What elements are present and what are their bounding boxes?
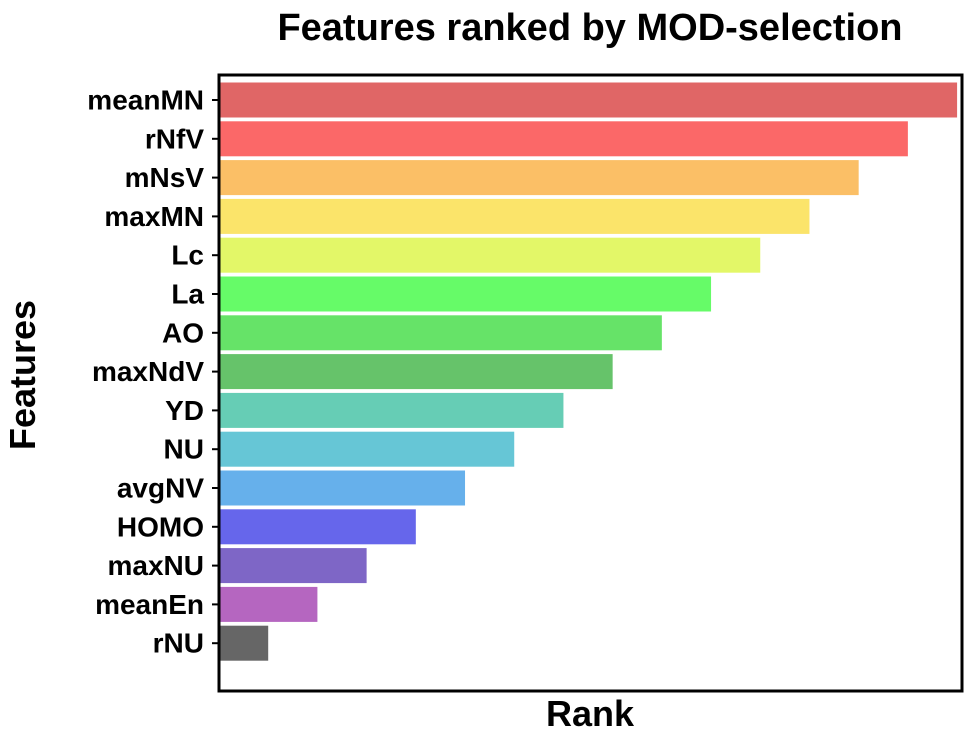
bar-lc (219, 237, 761, 273)
bar-yd (219, 392, 564, 428)
y-tick-label: rNU (153, 628, 204, 659)
bar-avgnv (219, 470, 466, 506)
y-tick-layer: meanMN rNfV mNsV maxMN Lc La AO maxNdV YD NU avgNV… (87, 85, 219, 659)
bar-meanmn (219, 82, 958, 118)
bar-nu (219, 431, 515, 467)
y-tick-label: maxNdV (92, 356, 204, 387)
y-tick-label: Lc (171, 240, 204, 271)
bar-mnsv (219, 160, 859, 196)
bar-ao (219, 315, 662, 351)
y-tick-label: mNsV (125, 162, 205, 193)
bar-la (219, 276, 712, 312)
y-tick-label: meanEn (95, 589, 204, 620)
y-tick-label: avgNV (117, 473, 204, 504)
y-tick-label: meanMN (87, 85, 204, 116)
y-tick-label: rNfV (145, 123, 204, 154)
y-tick-label: NU (164, 434, 204, 465)
y-tick-label: maxNU (108, 550, 204, 581)
bar-rnu (219, 625, 269, 661)
y-tick-label: AO (162, 317, 204, 348)
plot-frame (217, 73, 964, 693)
bar-maxnu (219, 548, 367, 584)
bar-meanen (219, 586, 318, 622)
bar-homo (219, 509, 416, 545)
bars-layer (219, 82, 958, 661)
x-axis-label: Rank (546, 693, 635, 734)
bar-maxmn (219, 198, 810, 234)
y-tick-label: maxMN (104, 201, 204, 232)
y-tick-label: La (171, 279, 204, 310)
chart-title: Features ranked by MOD-selection (277, 7, 902, 49)
y-tick-label: HOMO (117, 511, 204, 542)
bar-rnfv (219, 121, 908, 157)
y-axis-label: Features (2, 300, 43, 450)
y-tick-label: YD (165, 395, 204, 426)
bar-maxndv (219, 354, 613, 390)
